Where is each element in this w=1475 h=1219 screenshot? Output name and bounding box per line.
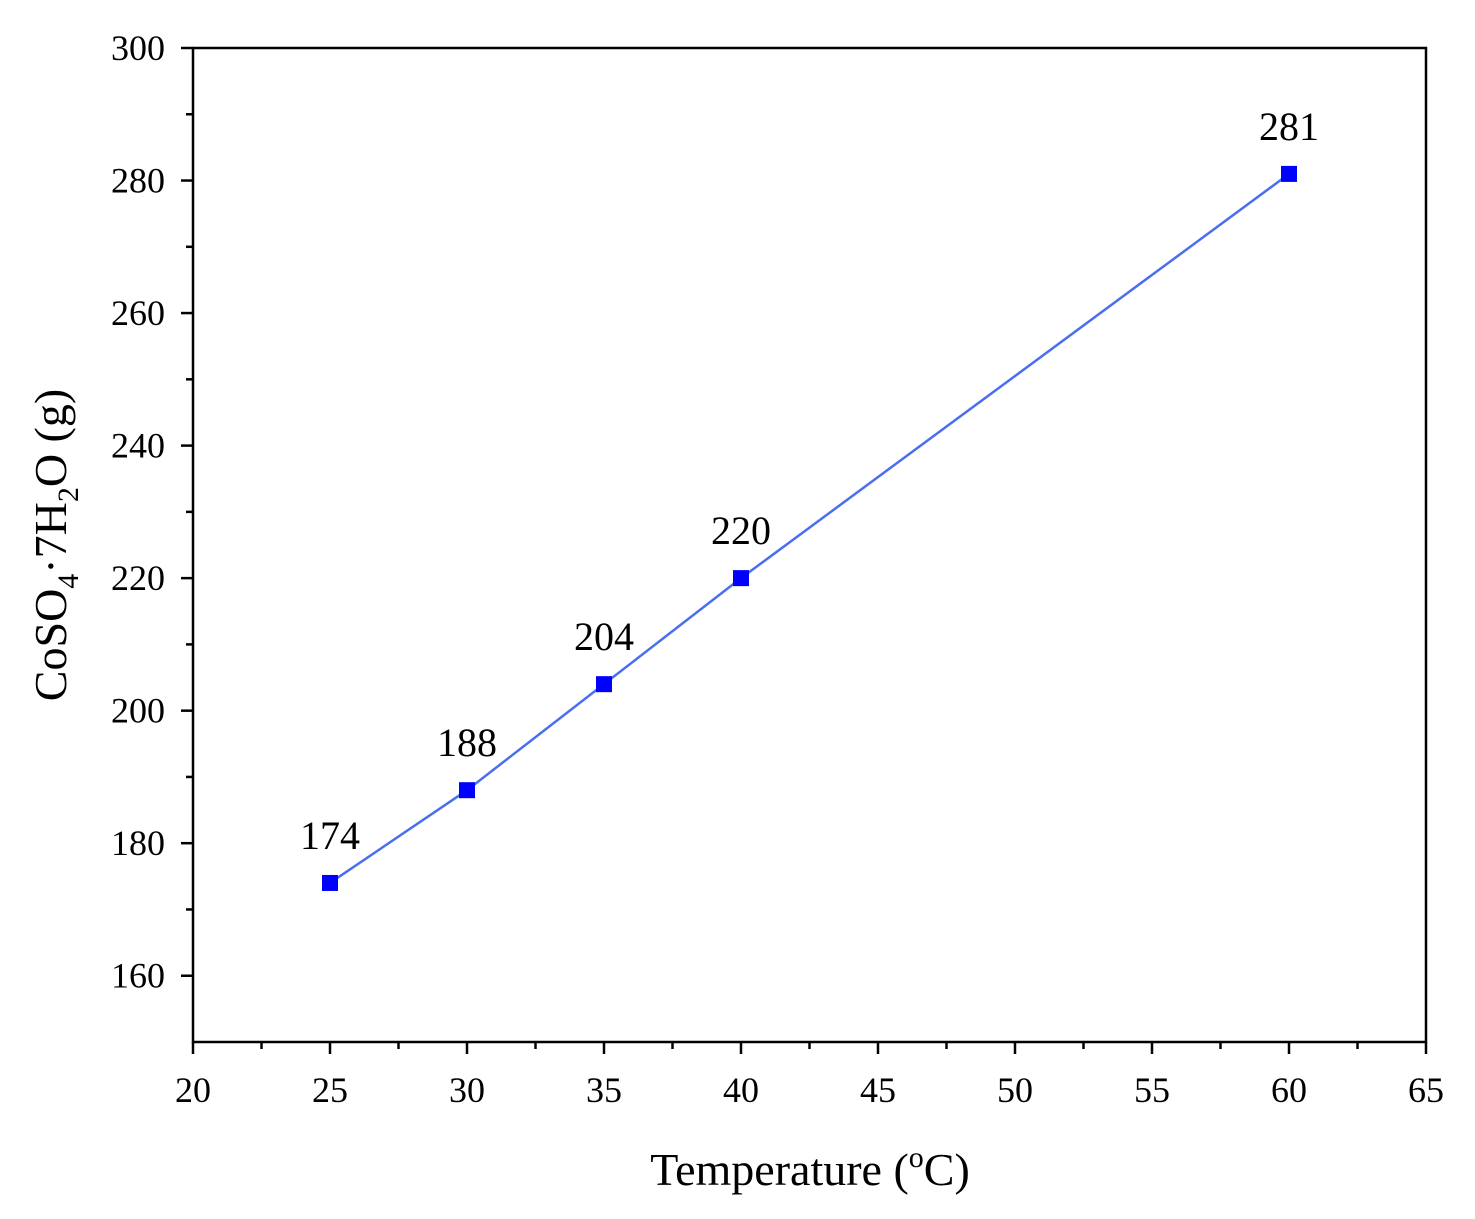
x-tick-label: 60 — [1271, 1070, 1307, 1110]
x-axis-title: Temperature (oC) — [650, 1141, 970, 1195]
x-tick-label: 20 — [175, 1070, 211, 1110]
y-tick-label: 200 — [111, 691, 165, 731]
data-point — [459, 782, 475, 799]
x-tick-label: 30 — [449, 1070, 485, 1110]
data-point — [322, 874, 338, 891]
data-point — [596, 676, 612, 693]
y-tick-label: 280 — [111, 161, 165, 201]
x-tick-label: 25 — [312, 1070, 348, 1110]
tick-marks — [181, 46, 1428, 1054]
y-tick-labels: 160 180 200 220 240 260 280 300 — [111, 28, 165, 996]
data-markers — [322, 165, 1297, 891]
plot-frame — [191, 46, 1428, 1044]
data-point-label: 281 — [1259, 104, 1319, 149]
data-point-label: 188 — [437, 720, 497, 765]
x-tick-label: 65 — [1408, 1070, 1444, 1110]
series-line — [329, 172, 1290, 884]
data-labels: 174 188 204 220 281 — [300, 104, 1319, 858]
data-point-label: 220 — [711, 508, 771, 553]
x-tick-labels: 20 25 30 35 40 45 50 55 60 65 — [175, 1070, 1444, 1110]
data-point — [733, 570, 749, 587]
y-axis-title: CoSO4·7H2O (g) — [25, 389, 85, 701]
x-tick-label: 55 — [1134, 1070, 1170, 1110]
data-point-label: 174 — [300, 813, 360, 858]
y-tick-label: 220 — [111, 558, 165, 598]
data-point-label: 204 — [574, 614, 634, 659]
y-tick-label: 260 — [111, 293, 165, 333]
x-tick-label: 45 — [860, 1070, 896, 1110]
y-tick-label: 240 — [111, 426, 165, 466]
y-tick-label: 160 — [111, 956, 165, 996]
x-tick-label: 35 — [586, 1070, 622, 1110]
data-point — [1281, 165, 1297, 182]
y-tick-label: 300 — [111, 28, 165, 68]
x-tick-label: 40 — [723, 1070, 759, 1110]
x-tick-label: 50 — [997, 1070, 1033, 1110]
y-tick-label: 180 — [111, 823, 165, 863]
